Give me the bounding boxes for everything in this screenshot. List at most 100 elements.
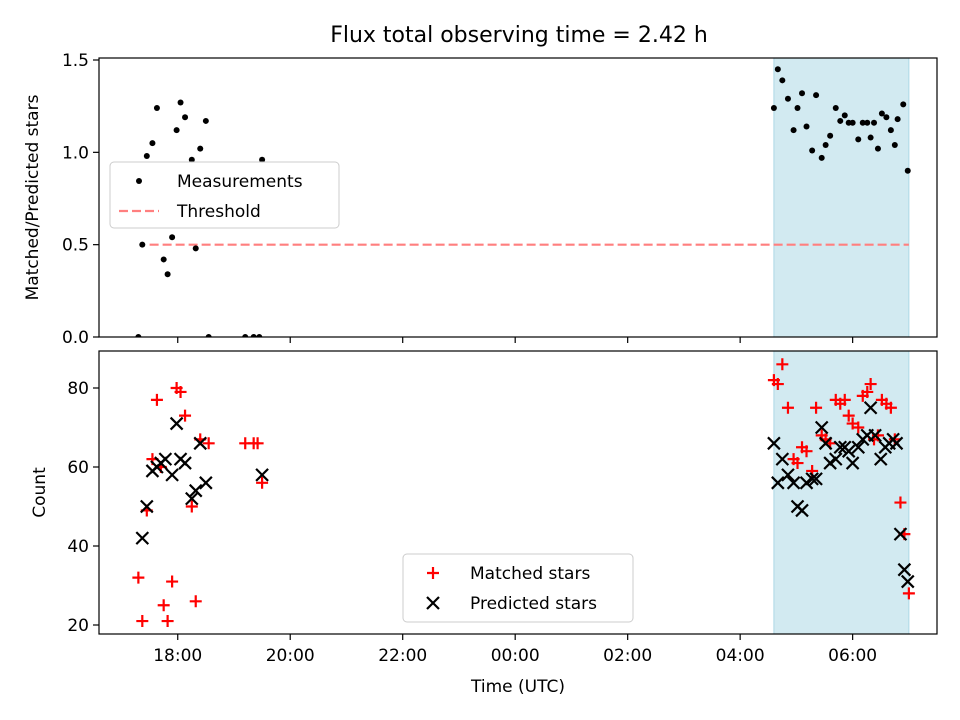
data-point (887, 127, 894, 134)
data-point (160, 256, 167, 263)
data-point (149, 140, 156, 147)
matched-marker (781, 401, 794, 414)
predicted-marker (841, 444, 856, 458)
data-point (900, 101, 907, 108)
data-point (173, 127, 180, 134)
matched-marker (136, 615, 149, 628)
data-point (799, 90, 806, 97)
predicted-marker (900, 574, 915, 589)
predicted-marker (851, 440, 866, 455)
matched-marker (842, 409, 855, 422)
predicted-marker (781, 468, 795, 482)
data-point (177, 99, 184, 106)
data-point (849, 119, 856, 126)
y-tick-label: 0.0 (62, 328, 89, 348)
data-point (770, 105, 777, 112)
axes-frame (98, 57, 938, 338)
predicted-marker (863, 400, 878, 415)
legend-label-matched: Matched stars (470, 564, 590, 584)
legend-label-threshold: Threshold (176, 202, 261, 222)
y-tick-label: 0.5 (62, 236, 89, 256)
data-point (205, 334, 212, 337)
legend-marker-predicted (426, 596, 440, 610)
data-point (867, 134, 874, 141)
y-tick-label: 80 (67, 379, 89, 399)
matched-marker (791, 457, 804, 470)
matched-marker (771, 378, 784, 391)
data-point (904, 167, 911, 174)
data-point (192, 245, 199, 252)
data-point (822, 141, 829, 148)
predicted-marker (823, 456, 837, 470)
data-point (143, 153, 150, 160)
matched-marker (776, 358, 789, 371)
x-tick-label: 18:00 (153, 646, 202, 666)
predicted-marker (799, 476, 814, 490)
data-point (813, 92, 820, 99)
matched-marker (161, 615, 174, 628)
legend-label-predicted: Predicted stars (470, 594, 597, 614)
data-point (169, 234, 176, 241)
matched-marker (838, 393, 851, 406)
matched-marker (902, 587, 915, 600)
plot-area (135, 66, 911, 337)
predicted-marker (767, 436, 781, 451)
predicted-marker (809, 472, 823, 486)
predicted-marker (805, 472, 819, 486)
predicted-marker (795, 503, 809, 518)
data-point (182, 114, 189, 121)
legend-box (402, 553, 634, 623)
data-point (242, 334, 249, 337)
y-tick-label: 60 (67, 458, 89, 478)
matched-marker (251, 437, 264, 450)
predicted-marker (868, 428, 882, 443)
data-point (784, 95, 791, 102)
predicted-marker (814, 420, 829, 435)
matched-marker (166, 575, 179, 588)
predicted-marker (845, 456, 860, 470)
series-matched-stars (132, 358, 915, 628)
data-point (774, 66, 781, 73)
legend-marker-matched (427, 567, 439, 579)
data-point (874, 145, 881, 152)
data-point (837, 117, 844, 124)
data-point (164, 271, 171, 278)
data-point (864, 119, 871, 126)
data-point (883, 114, 890, 121)
x-tick-label: 00:00 (491, 646, 540, 666)
x-tick-label: 22:00 (378, 646, 427, 666)
y-tick-label: 40 (67, 537, 89, 557)
predicted-marker (828, 452, 843, 466)
data-point (878, 110, 885, 117)
x-tick-label: 06:00 (828, 646, 877, 666)
data-point (790, 127, 797, 134)
x-axis-label: Time (UTC) (470, 677, 565, 697)
data-point (139, 241, 146, 248)
predicted-marker (140, 499, 154, 514)
matched-marker (157, 599, 170, 612)
matched-marker (256, 476, 269, 489)
matched-marker (864, 378, 877, 391)
predicted-marker (889, 436, 904, 451)
predicted-marker (786, 476, 801, 490)
legend: Measurements Threshold (109, 161, 340, 229)
data-point (803, 123, 810, 130)
data-point (135, 334, 142, 337)
matched-marker (852, 421, 865, 434)
data-point (832, 105, 839, 112)
legend-box (109, 161, 340, 229)
predicted-marker (897, 562, 912, 577)
matched-marker (174, 385, 187, 398)
data-point (779, 77, 786, 84)
data-point (855, 136, 862, 143)
data-point (250, 334, 257, 337)
predicted-marker (893, 527, 908, 541)
predicted-marker (185, 491, 199, 506)
legend-label-measurements: Measurements (177, 172, 303, 192)
predicted-marker (255, 468, 269, 482)
legend-marker-measurements (136, 178, 142, 184)
y-tick-label: 1.5 (62, 51, 89, 71)
series-predicted-stars (135, 400, 915, 589)
data-point (197, 145, 204, 152)
data-point (859, 119, 866, 126)
